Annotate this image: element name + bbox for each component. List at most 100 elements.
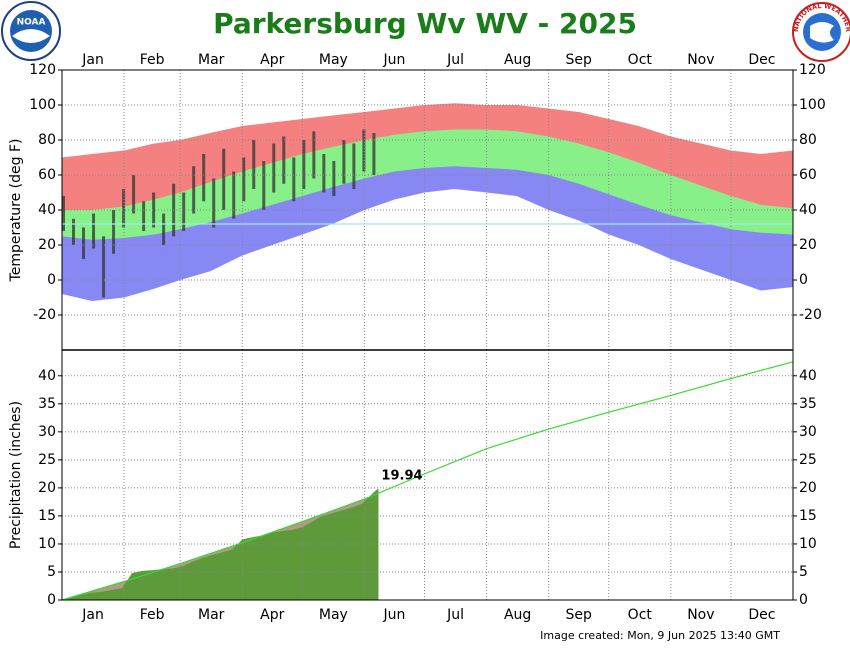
observed-bar	[342, 140, 346, 184]
observed-bar	[372, 133, 376, 175]
x-tick-label: Jan	[81, 52, 104, 68]
observed-bar	[232, 171, 236, 219]
observed-bar	[72, 218, 76, 245]
logo-bird	[12, 29, 50, 43]
observed-bar	[132, 175, 136, 214]
y-tick-label: 20	[38, 237, 56, 253]
y-tick-label: -20	[799, 307, 822, 323]
y-tick-label: 35	[38, 396, 56, 412]
y-tick-label: 40	[799, 202, 817, 218]
y-axis-title: Precipitation (inches)	[8, 401, 24, 549]
logo-cloud	[810, 22, 834, 43]
y-tick-label: 10	[38, 536, 56, 552]
observed-bar	[102, 236, 106, 298]
y-tick-label: 100	[29, 97, 56, 113]
y-tick-label: 40	[38, 202, 56, 218]
observed-bar	[352, 143, 356, 189]
y-tick-label: 0	[799, 592, 808, 608]
y-axis-title: Temperature (deg F)	[8, 139, 24, 283]
y-tick-label: 30	[38, 424, 56, 440]
observed-bar	[282, 136, 286, 184]
x-tick-label: Nov	[687, 52, 714, 68]
x-tick-label: Feb	[140, 52, 165, 68]
data-label: 19.94	[381, 469, 422, 484]
x-tick-label: Dec	[748, 607, 775, 623]
observed-area	[62, 488, 379, 600]
y-tick-label: 60	[38, 167, 56, 183]
x-tick-label: Feb	[140, 607, 165, 623]
x-tick-label: Nov	[687, 607, 714, 623]
observed-bar	[322, 154, 326, 193]
x-tick-label: Jun	[383, 607, 406, 623]
x-tick-label: Sep	[566, 607, 593, 623]
observed-bar	[182, 192, 186, 231]
y-tick-label: 0	[799, 272, 808, 288]
observed-bar	[112, 210, 116, 254]
y-tick-label: 120	[799, 62, 826, 78]
observed-bar	[82, 227, 86, 259]
observed-bar	[162, 213, 166, 245]
x-tick-label: Jan	[81, 607, 104, 623]
x-tick-label: Apr	[260, 52, 284, 68]
observed-bar	[192, 166, 196, 214]
x-tick-label: Oct	[628, 607, 653, 623]
x-tick-label: Aug	[504, 52, 531, 68]
chart-title: Parkersburg Wv WV - 2025	[213, 7, 637, 40]
observed-bar	[222, 148, 226, 210]
observed-bar	[292, 157, 296, 202]
y-tick-label: 20	[799, 237, 817, 253]
y-tick-label: 20	[799, 480, 817, 496]
observed-bar	[362, 129, 366, 172]
observed-bar	[142, 201, 146, 231]
y-tick-label: 10	[799, 536, 817, 552]
y-tick-label: 35	[799, 396, 817, 412]
y-tick-label: 25	[799, 452, 817, 468]
y-tick-label: -20	[33, 307, 56, 323]
y-tick-label: 15	[38, 508, 56, 524]
y-tick-label: 5	[799, 564, 808, 580]
y-tick-label: 0	[47, 592, 56, 608]
x-tick-label: May	[319, 52, 348, 68]
y-tick-label: 25	[38, 452, 56, 468]
observed-bar	[262, 161, 266, 210]
observed-bar	[302, 140, 306, 189]
y-tick-label: 60	[799, 167, 817, 183]
y-tick-label: 5	[47, 564, 56, 580]
observed-bar	[92, 213, 96, 249]
observed-bar	[122, 189, 126, 228]
y-tick-label: 15	[799, 508, 817, 524]
x-tick-label: Dec	[748, 52, 775, 68]
y-tick-label: 80	[799, 132, 817, 148]
normal-area	[62, 493, 379, 600]
observed-bar	[272, 143, 276, 193]
observed-bar	[62, 196, 65, 231]
y-tick-label: 30	[799, 424, 817, 440]
x-tick-label: Mar	[198, 52, 225, 68]
y-tick-label: 80	[38, 132, 56, 148]
y-tick-label: 100	[799, 97, 826, 113]
observed-bar	[202, 154, 206, 202]
x-tick-label: Sep	[566, 52, 593, 68]
y-tick-label: 0	[47, 272, 56, 288]
x-tick-label: Mar	[198, 607, 225, 623]
observed-bar	[242, 157, 246, 202]
y-tick-label: 40	[38, 368, 56, 384]
x-tick-label: Aug	[504, 607, 531, 623]
observed-bar	[212, 178, 216, 228]
x-tick-label: Jul	[446, 607, 464, 623]
x-tick-label: Oct	[628, 52, 653, 68]
observed-bar	[152, 192, 156, 228]
observed-bar	[312, 131, 316, 179]
logo-text: NOAA	[17, 18, 46, 28]
y-tick-label: 120	[29, 62, 56, 78]
x-tick-label: May	[319, 607, 348, 623]
x-tick-label: Apr	[260, 607, 284, 623]
footnote: Image created: Mon, 9 Jun 2025 13:40 GMT	[540, 629, 780, 642]
noaa-logo: NOAA	[1, 1, 61, 61]
plot-frame	[61, 69, 794, 601]
y-tick-label: 40	[799, 368, 817, 384]
record-low-area	[62, 189, 793, 350]
normal-line	[61, 361, 794, 601]
